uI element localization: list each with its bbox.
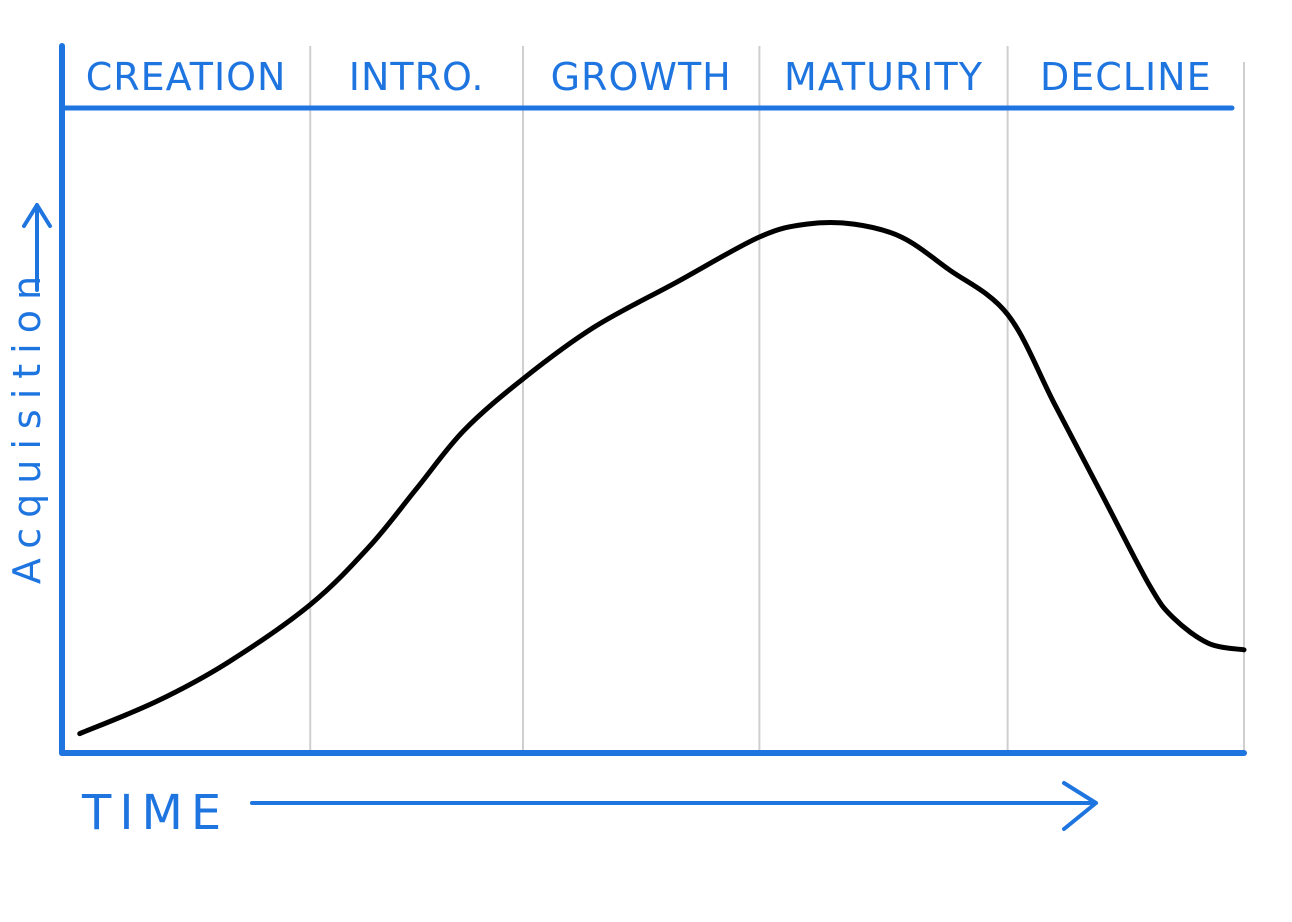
stage-label: CREATION [86,55,287,99]
stage-labels: CREATION INTRO. GROWTH MATURITY DECLINE [86,55,1212,99]
stage-label: INTRO. [349,55,485,99]
y-axis-label: Acquisition [5,266,49,584]
stage-dividers [309,46,1245,750]
stage-label: GROWTH [551,55,732,99]
x-axis-arrow-icon [250,781,1098,831]
stage-label: DECLINE [1040,55,1212,99]
stage-label: MATURITY [784,55,983,99]
x-axis-label: TIME [81,785,229,841]
y-axis-arrow-icon [22,203,52,292]
lifecycle-curve [77,219,1247,737]
y-axis-title: Acquisition [5,266,49,584]
